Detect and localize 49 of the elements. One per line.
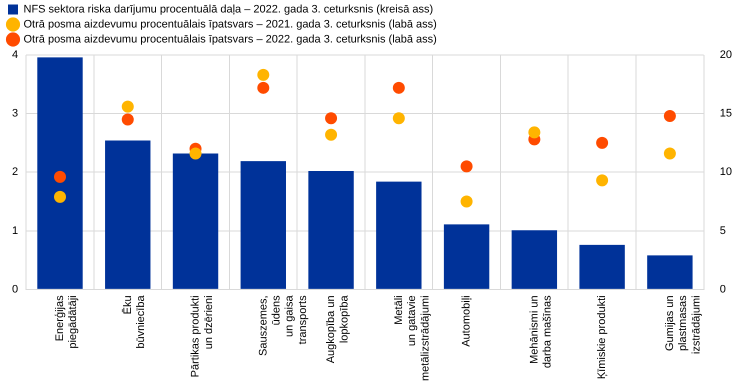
x-tick-label: Automobiļi xyxy=(460,295,473,347)
x-tick-label: Enerģijas piegādātāji xyxy=(54,294,80,349)
y-tick-label: 2 xyxy=(12,166,18,178)
point xyxy=(257,68,270,81)
bar xyxy=(240,161,286,289)
point xyxy=(392,112,405,124)
point xyxy=(325,112,338,124)
point xyxy=(596,136,608,149)
point xyxy=(528,126,540,138)
y2-tick-label: 20 xyxy=(720,49,732,62)
x-tick-label: Gumijas un plastmasas izstrādājumi xyxy=(664,294,702,354)
point xyxy=(392,82,405,94)
point xyxy=(257,82,270,94)
point xyxy=(54,170,66,183)
x-tick-label: Ķīmiskie produkti xyxy=(596,295,608,380)
legend-label: NFS sektora riska darījumu procentuālā daļa – 2022. gada 3. ceturksnis (kreisā ass) xyxy=(24,4,434,16)
point xyxy=(325,128,338,141)
y2-tick-label: 10 xyxy=(720,166,732,178)
y-tick-label: 1 xyxy=(12,224,18,237)
point xyxy=(460,160,473,172)
legend-label: Otrā posma aizdevumu procentuālais īpatsvars – 2022. gada 3. ceturksnis (labā ass) xyxy=(24,34,437,46)
y2-tick-label: 5 xyxy=(720,224,726,237)
x-tick-label: Mehānismi un darba mašīnas xyxy=(528,294,554,368)
point xyxy=(122,113,134,126)
legend-label: Otrā posma aizdevumu procentuālais īpatsvars – 2021. gada 3. ceturksnis (labā ass) xyxy=(24,18,437,31)
x-tick-label: Pārtikas produkti un dzērieni xyxy=(190,295,215,378)
bar xyxy=(579,244,625,289)
y2-tick-label: 0 xyxy=(720,283,726,296)
bar xyxy=(308,171,354,289)
y-tick-label: 3 xyxy=(12,108,18,120)
bar xyxy=(37,57,83,289)
point xyxy=(664,147,676,160)
bar xyxy=(172,153,218,289)
bar xyxy=(105,140,150,289)
y-tick-label: 0 xyxy=(12,283,18,296)
x-tick-label: Ēku būvniecība xyxy=(120,294,147,349)
point xyxy=(190,147,202,160)
bar xyxy=(512,230,558,289)
y-tick-label: 4 xyxy=(12,49,18,62)
bar xyxy=(444,224,490,289)
bar xyxy=(647,255,693,289)
point xyxy=(460,196,473,208)
point xyxy=(122,100,134,113)
x-tick-label: Sauszemes, ūdens un gaisa transports xyxy=(257,294,309,356)
point xyxy=(664,110,676,122)
bar xyxy=(376,182,422,289)
point xyxy=(54,190,66,203)
point xyxy=(596,174,608,186)
y2-tick-label: 15 xyxy=(720,108,732,120)
